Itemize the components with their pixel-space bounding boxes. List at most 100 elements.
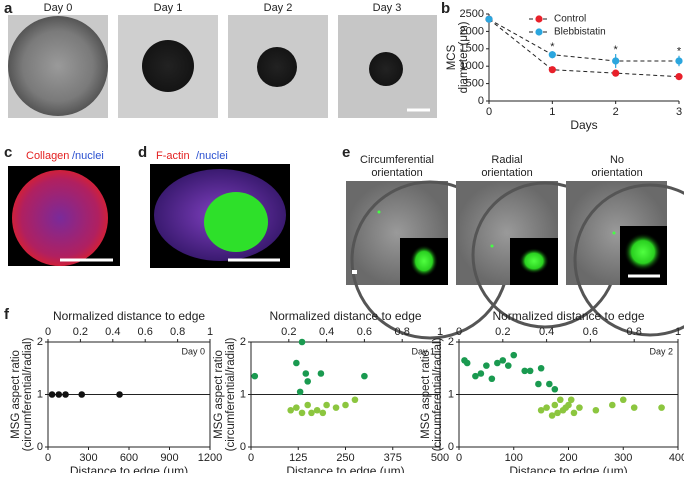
point — [609, 401, 616, 409]
day-label: Day 1 — [154, 2, 183, 14]
point — [630, 404, 638, 411]
point — [499, 357, 507, 364]
x-tick-label: 375 — [384, 452, 402, 464]
point — [521, 367, 528, 375]
x2-axis-label: Normalized distance to edge — [53, 309, 205, 323]
point — [675, 57, 683, 65]
point — [546, 380, 553, 388]
point — [48, 391, 56, 398]
point — [612, 57, 620, 65]
point — [485, 15, 493, 23]
significance-mark: * — [614, 44, 619, 56]
y-axis-label: diameter (μm) — [458, 21, 470, 93]
x-axis-label: Distance to edge (μm) — [70, 464, 188, 473]
point — [556, 396, 564, 404]
point — [494, 359, 501, 367]
point — [342, 401, 349, 409]
x2-tick-label: 0.6 — [357, 326, 372, 338]
annotation: Day 2 — [649, 346, 673, 356]
point — [351, 396, 359, 404]
orientation-label: orientation — [481, 167, 532, 179]
point — [612, 69, 620, 77]
point — [298, 409, 306, 417]
point — [548, 66, 556, 74]
series-line — [488, 18, 679, 62]
point — [658, 404, 665, 411]
day-label: Day 0 — [44, 2, 73, 14]
microgel — [204, 192, 268, 252]
point — [78, 391, 86, 398]
point — [361, 372, 368, 380]
spheroid — [369, 52, 403, 86]
panel-label: d — [138, 144, 147, 161]
x2-tick-label: 0.6 — [138, 326, 153, 338]
panel-label: f — [4, 306, 10, 323]
y-tick-label: 0 — [478, 95, 484, 107]
x2-tick-label: 0.2 — [281, 326, 296, 338]
panel-label: c — [4, 144, 12, 161]
legend-marker — [535, 28, 543, 36]
x-axis-label: Days — [570, 118, 597, 132]
day-label: Day 2 — [264, 2, 293, 14]
x-tick-label: 0 — [486, 106, 492, 118]
spheroid — [142, 40, 194, 92]
x-tick-label: 0 — [248, 452, 254, 464]
x2-tick-label: 0.8 — [395, 326, 410, 338]
annotation: Day 0 — [181, 346, 205, 356]
point — [293, 359, 300, 367]
point — [488, 375, 496, 383]
x-tick-label: 1 — [549, 106, 555, 118]
y-tick-label: 0 — [37, 441, 43, 453]
point — [332, 404, 340, 411]
x-tick-label: 100 — [505, 452, 523, 464]
stain-label: F-actin — [156, 150, 190, 162]
point — [551, 401, 559, 409]
x2-tick-label: 0.4 — [539, 326, 554, 338]
y-tick-label: 1 — [37, 388, 43, 400]
point — [55, 391, 63, 398]
y-tick-label: 2000 — [460, 25, 484, 37]
x-tick-label: 900 — [160, 452, 178, 464]
y-axis-label: (circumferential/radial) — [225, 337, 237, 451]
y-tick-label: 500 — [466, 78, 484, 90]
point — [472, 372, 479, 380]
x2-axis-label: Normalized distance to edge — [269, 309, 421, 323]
panel-label: e — [342, 144, 350, 161]
y-tick-label: 0 — [448, 441, 454, 453]
x-tick-label: 600 — [120, 452, 138, 464]
annotation: Day 1 — [411, 346, 435, 356]
x-tick-label: 1200 — [198, 452, 222, 464]
stain-label: /nuclei — [196, 150, 228, 162]
point — [504, 362, 512, 369]
y-axis-label: (circumferential/radial) — [432, 337, 444, 451]
x-tick-label: 2 — [613, 106, 619, 118]
y-tick-label: 2 — [37, 336, 43, 348]
legend-label: Blebbistatin — [554, 27, 606, 38]
orientation-label: orientation — [591, 167, 642, 179]
series-line — [488, 18, 680, 78]
y-axis-label: MCS — [446, 44, 458, 70]
point — [537, 364, 545, 372]
x2-tick-label: 0 — [45, 326, 51, 338]
x2-tick-label: 1 — [437, 326, 443, 338]
point — [526, 367, 534, 375]
x-tick-label: 300 — [79, 452, 97, 464]
day-label: Day 3 — [373, 2, 402, 14]
y-tick-label: 0 — [240, 441, 246, 453]
point — [548, 51, 556, 59]
x-tick-label: 0 — [45, 452, 51, 464]
stain-label: Collagen — [26, 150, 69, 162]
significance-mark: * — [550, 41, 555, 53]
orientation-label: No — [610, 154, 624, 166]
x2-axis-label: Normalized distance to edge — [492, 309, 644, 323]
x2-tick-label: 0.6 — [583, 326, 598, 338]
y-tick-label: 1500 — [460, 43, 484, 55]
orientation-label: Circumferential — [360, 154, 434, 166]
point — [313, 406, 321, 414]
point — [570, 409, 578, 417]
point — [317, 370, 325, 377]
point — [548, 412, 556, 419]
x-tick-label: 125 — [289, 452, 307, 464]
point — [319, 409, 327, 417]
x2-tick-label: 0.2 — [73, 326, 88, 338]
